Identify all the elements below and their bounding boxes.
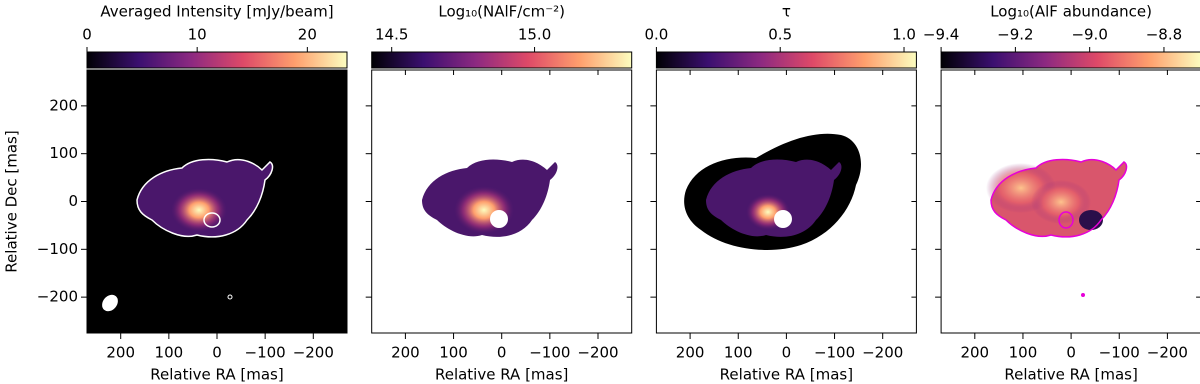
panel-image bbox=[87, 70, 347, 333]
colorbar-label: τ bbox=[782, 3, 791, 21]
panel-image bbox=[684, 133, 861, 250]
colorbar-label: Log₁₀(NAlF/cm⁻²) bbox=[438, 3, 565, 21]
colorbar-tick-label: 10 bbox=[188, 26, 207, 44]
x-axis-label: Relative RA [mas] bbox=[435, 366, 568, 384]
colorbar-tick-label: 1.0 bbox=[892, 26, 916, 44]
x-tick-label: 100 bbox=[724, 344, 753, 362]
x-tick-label: −100 bbox=[1099, 344, 1140, 362]
y-tick-label: 100 bbox=[49, 144, 78, 162]
x-tick-label: 0 bbox=[497, 344, 507, 362]
contour bbox=[1081, 293, 1085, 297]
colorbar-tick-label: −9.2 bbox=[997, 26, 1033, 44]
x-tick-label: −100 bbox=[814, 344, 855, 362]
colorbar-tick-label: 15.0 bbox=[518, 26, 551, 44]
x-tick-label: 200 bbox=[960, 344, 989, 362]
colorbar-tick-label: 0.5 bbox=[768, 26, 792, 44]
emission-peak bbox=[454, 186, 514, 234]
panel-image bbox=[422, 159, 558, 237]
colorbar-tick-label: −9.0 bbox=[1071, 26, 1107, 44]
colorbar bbox=[655, 51, 917, 69]
x-tick-label: −200 bbox=[293, 344, 334, 362]
x-tick-label: 100 bbox=[439, 344, 468, 362]
contour bbox=[227, 294, 233, 300]
colorbar-tick-label: −9.4 bbox=[923, 26, 959, 44]
colorbar-tick-label: 20 bbox=[298, 26, 317, 44]
colorbar-tick-label: 14.5 bbox=[375, 26, 408, 44]
x-axis-label: Relative RA [mas] bbox=[1004, 366, 1137, 384]
x-tick-label: −200 bbox=[862, 344, 903, 362]
x-tick-label: 0 bbox=[212, 344, 222, 362]
y-tick-label: −100 bbox=[37, 240, 78, 258]
x-tick-label: −100 bbox=[529, 344, 570, 362]
abundance-peak bbox=[1031, 180, 1091, 224]
x-tick-label: −100 bbox=[245, 344, 286, 362]
colorbar bbox=[371, 51, 633, 69]
x-tick-label: 100 bbox=[155, 344, 184, 362]
masked-region bbox=[774, 210, 792, 228]
emission-peak bbox=[171, 188, 227, 232]
y-tick-label: 200 bbox=[49, 96, 78, 114]
x-tick-label: 200 bbox=[106, 344, 135, 362]
y-tick-label: −200 bbox=[37, 288, 78, 306]
x-tick-label: 100 bbox=[1009, 344, 1038, 362]
colorbar-tick-label: 0.0 bbox=[644, 26, 668, 44]
contour bbox=[1058, 211, 1074, 229]
masked-region bbox=[490, 210, 508, 228]
panel-image bbox=[986, 158, 1128, 297]
abundance-low bbox=[1079, 210, 1103, 230]
x-tick-label: −200 bbox=[1147, 344, 1188, 362]
x-axis-label: Relative RA [mas] bbox=[150, 366, 283, 384]
x-tick-label: −200 bbox=[577, 344, 618, 362]
x-tick-label: 200 bbox=[391, 344, 420, 362]
y-axis-label: Relative Dec [mas] bbox=[3, 130, 21, 272]
x-tick-label: 0 bbox=[1066, 344, 1076, 362]
colorbar bbox=[940, 51, 1200, 69]
colorbar-tick-label: 0 bbox=[82, 26, 92, 44]
beam bbox=[102, 294, 118, 312]
colorbar bbox=[86, 51, 348, 69]
x-tick-label: 0 bbox=[782, 344, 792, 362]
x-axis-label: Relative RA [mas] bbox=[720, 366, 853, 384]
contour bbox=[203, 212, 221, 228]
x-tick-label: 200 bbox=[676, 344, 705, 362]
colorbar-label: Log₁₀(AlF abundance) bbox=[990, 3, 1152, 21]
colorbar-label: Averaged Intensity [mJy/beam] bbox=[100, 3, 333, 21]
y-tick-label: 0 bbox=[68, 192, 78, 210]
colorbar-tick-label: −8.8 bbox=[1146, 26, 1182, 44]
